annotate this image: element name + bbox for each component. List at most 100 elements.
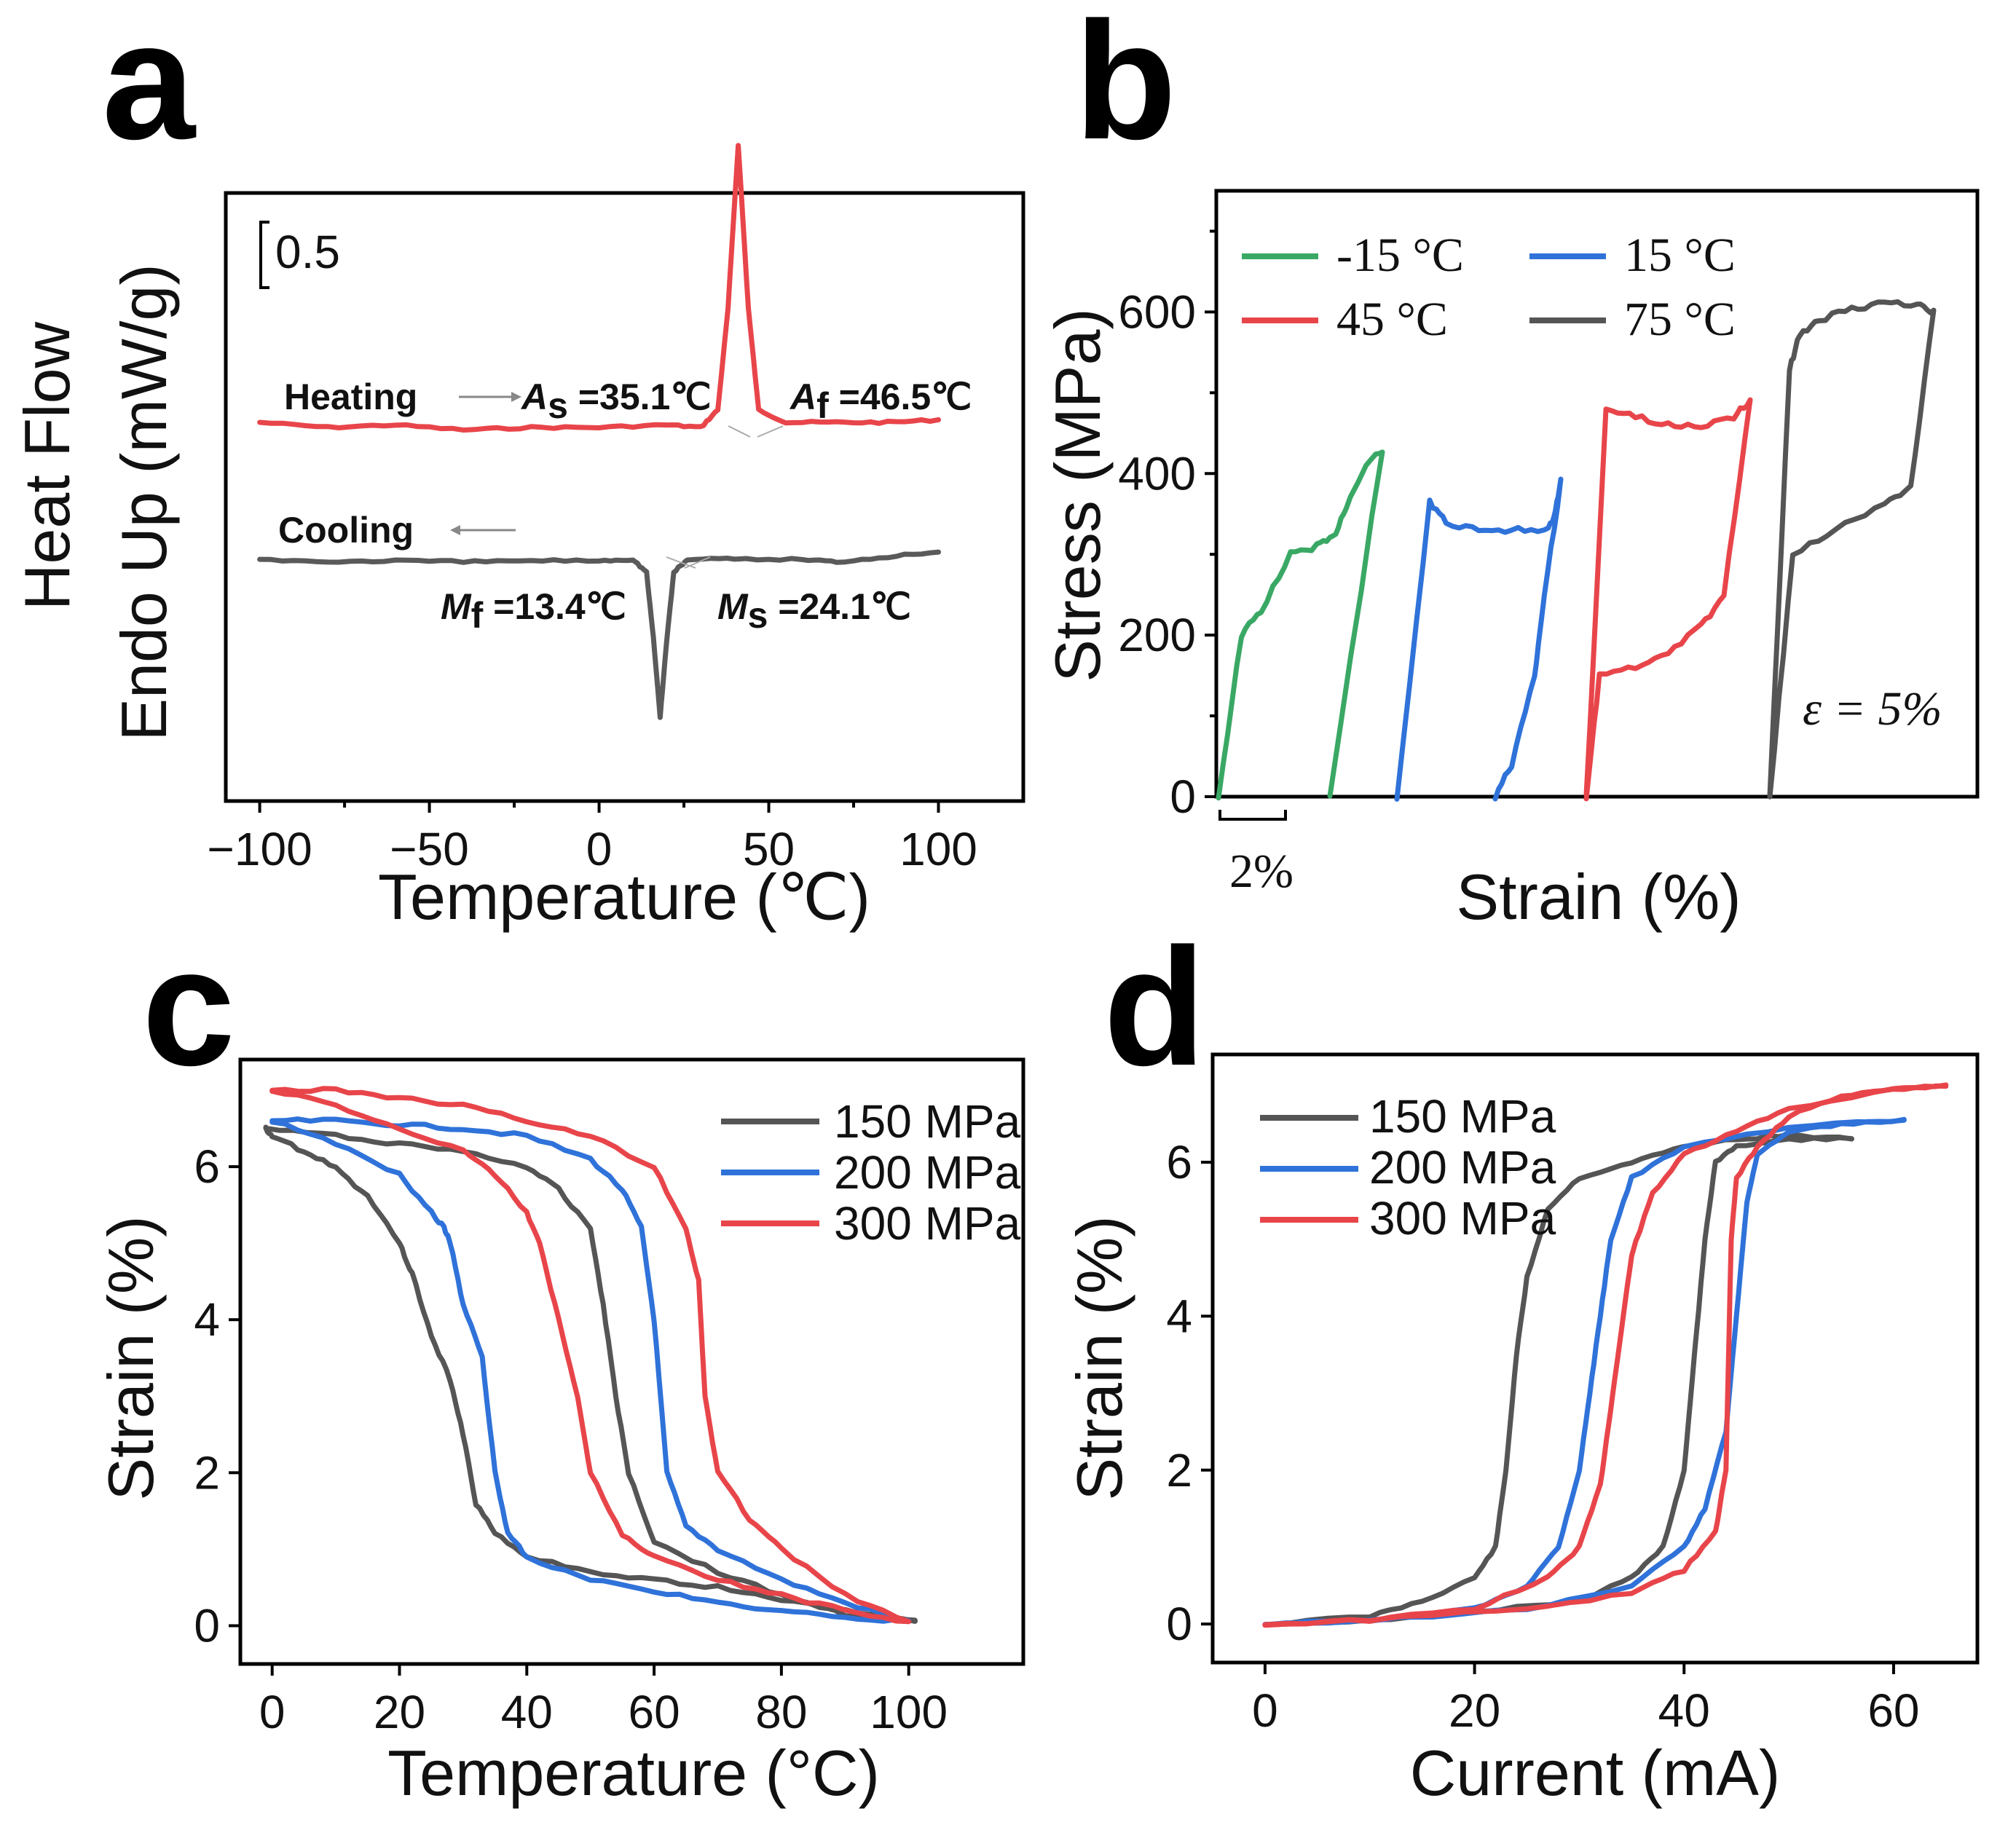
c-xtick-label-1: 20 [374,1686,425,1738]
As-annotation: As =35.1℃ [520,376,711,426]
Ms-subscript: s [748,595,768,636]
a-onset-guide-1 [757,425,784,438]
b-ytick-label-3: 600 [1118,285,1196,338]
panel-a: −100 −50 0 50 100 0.5 Heating As =35.1℃ Af =… [11,143,1025,933]
xlabel-c: Temperature (°C) [387,1737,880,1809]
legend-label-b-3: 75 °C [1624,293,1736,346]
c-series-2-heating [269,1086,912,1625]
c-series-1-heating [269,1116,912,1624]
ylabel-a-line1: Heat Flow [11,321,83,610]
d-ytick-label-3: 6 [1166,1136,1192,1188]
c-ytick-label-0: 0 [194,1599,220,1652]
c-series-1-cooling [269,1119,912,1625]
a-xtick-label-4: 100 [899,823,977,875]
a-series-1 [257,549,941,720]
legend-label-c-0: 150 MPa [834,1095,1021,1148]
ylabel-c: Strain (%) [95,1215,167,1500]
Af-annotation: Af =46.5℃ [789,376,972,426]
a-xtick-label-1: −50 [390,823,469,875]
panel-b: 0 200 400 600 -15 °C 15 °C 45 °C 75 °C ε = … [1042,189,1980,933]
c-ytick-label-3: 6 [194,1140,220,1193]
a-xtick-label-2: 0 [586,823,613,875]
Af-value: =46.5℃ [829,376,972,417]
d-xtick-label-2: 40 [1658,1684,1710,1737]
b-series-0 [1216,449,1385,801]
legend-label-d-2: 300 MPa [1369,1192,1556,1245]
Ms-symbol: M [717,586,749,627]
c-xtick-label-2: 40 [501,1686,553,1738]
plot-frame-b [1214,189,1980,799]
strain-annotation: ε = 5% [1803,682,1942,735]
plot-frame-d [1210,1052,1980,1665]
d-series-1-cooling [1262,1116,1907,1628]
legend-label-c-1: 200 MPa [834,1146,1021,1199]
d-xtick-label-1: 20 [1449,1684,1500,1737]
cooling-label: Cooling [278,510,414,551]
c-series-0-cooling [263,1124,918,1624]
panel-label-d: d [1103,913,1206,1100]
c-series-0-heating [263,1125,918,1623]
d-series-0-cooling [1262,1135,1854,1628]
legend-label-d-0: 150 MPa [1369,1090,1556,1143]
d-series-2-heating [1262,1083,1949,1628]
plot-frame-a [224,191,1025,803]
ylabel-a-line2: Endo Up (mW/g) [108,264,180,741]
d-xtick-label-0: 0 [1252,1684,1278,1737]
b-ytick-label-2: 400 [1118,447,1196,500]
Af-symbol: A [789,376,816,417]
a-series-0 [257,143,941,433]
d-ytick-label-0: 0 [1166,1598,1192,1650]
panel-label-c: c [142,913,235,1100]
panel-label-a: a [102,0,197,174]
a-onset-guide-3 [684,556,711,569]
As-subscript: s [548,385,568,426]
panel-c: 0 20 40 60 80 100 0 2 4 6 150 MPa 200 MPa 300 MPa… [95,1057,1025,1809]
d-ytick-label-1: 2 [1166,1444,1192,1496]
Mf-symbol: M [441,586,472,627]
legend-label-d-1: 200 MPa [1369,1141,1556,1194]
b-ytick-label-1: 200 [1118,609,1196,661]
As-value: =35.1℃ [568,376,712,417]
heating-label: Heating [284,376,417,417]
c-ytick-label-2: 4 [194,1293,220,1346]
legend-label-b-1: 15 °C [1624,229,1736,282]
Af-subscript: f [816,385,829,426]
Mf-value: =13.4℃ [483,586,626,627]
a-xtick-label-3: 50 [743,823,795,875]
b-series-1 [1394,476,1564,802]
c-xtick-label-4: 80 [755,1686,807,1738]
plot-frame-c [238,1057,1025,1666]
cooling-arrow-icon [450,525,460,535]
c-xtick-label-0: 0 [259,1686,286,1738]
xlabel-a: Temperature (℃) [378,861,870,933]
d-series-1-heating [1262,1117,1907,1628]
legend-label-c-2: 300 MPa [834,1197,1021,1250]
scale-bar-a [259,221,269,289]
legend-label-b-2: 45 °C [1336,293,1448,346]
Ms-annotation: Ms =24.1℃ [717,586,911,636]
panel-label-b: b [1074,0,1177,174]
b-ytick-label-0: 0 [1170,770,1196,823]
d-series-2-cooling [1262,1082,1949,1628]
c-series-2-cooling [269,1089,912,1625]
scale-bar-label-b: 2% [1229,845,1294,898]
Mf-subscript: f [471,595,484,636]
heating-arrow-icon [511,392,521,402]
ylabel-d: Strain (%) [1063,1215,1135,1500]
d-xtick-label-3: 60 [1867,1684,1919,1737]
Ms-value: =24.1℃ [768,586,911,627]
panel-d: 0 20 40 60 0 2 4 6 150 MPa 200 MPa 300 MPa Curr… [1063,1052,1980,1809]
As-symbol: A [520,376,548,417]
b-series-3 [1767,299,1937,800]
c-xtick-label-5: 100 [870,1686,948,1738]
ylabel-b: Stress (MPa) [1042,308,1114,682]
c-ytick-label-1: 2 [194,1446,220,1499]
legend-label-b-0: -15 °C [1336,229,1464,282]
a-xtick-label-0: −100 [208,823,312,875]
scale-bar-b [1218,810,1287,821]
Mf-annotation: Mf =13.4℃ [441,586,626,636]
xlabel-b: Strain (%) [1456,861,1741,933]
scale-bar-label-a: 0.5 [275,226,340,278]
c-xtick-label-3: 60 [628,1686,680,1738]
